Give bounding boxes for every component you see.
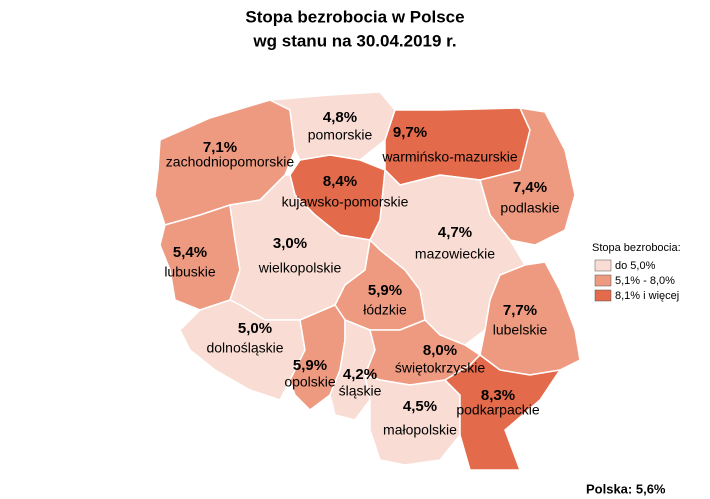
regions [154, 91, 581, 471]
region-name: podlaskie [500, 200, 559, 216]
region-value: 5,9% [293, 357, 327, 374]
title: Stopa bezrobocia w Polsce [245, 7, 464, 26]
region [364, 373, 461, 466]
region-name: dolnośląskie [206, 340, 283, 356]
region-value: 7,7% [503, 302, 537, 319]
region [443, 354, 562, 471]
legend-label: 5,1% - 8,0% [615, 275, 675, 287]
region-name: małopolskie [383, 422, 457, 438]
region-name: zachodniopomorskie [166, 154, 295, 170]
region-value: 5,0% [238, 320, 272, 337]
region-value: 4,8% [323, 109, 357, 126]
region-name: lubelskie [493, 322, 548, 338]
region-name: mazowieckie [415, 246, 495, 262]
legend-label: do 5,0% [615, 260, 656, 272]
region-value: 5,4% [173, 244, 207, 261]
region-name: warmińsko-mazurskie [381, 149, 518, 165]
footer: Polska: 5,6% [586, 481, 666, 496]
region-value: 8,4% [323, 173, 357, 190]
legend-swatch [594, 274, 612, 287]
region-name: opolskie [284, 374, 336, 390]
region-name: lubuskie [164, 264, 216, 280]
legend: Stopa bezrobocia: do 5,0% 5,1% - 8,0% 8,1%… [592, 242, 681, 302]
region-name: kujawsko-pomorskie [282, 194, 409, 210]
region-name: pomorskie [308, 127, 373, 143]
region-value: 8,3% [481, 387, 515, 404]
region-value: 4,5% [403, 398, 437, 415]
region-name: łódzkie [363, 302, 407, 318]
region-value: 7,4% [513, 179, 547, 196]
region-value: 4,7% [438, 224, 472, 241]
region-value: 9,7% [393, 124, 427, 141]
region-value: 3,0% [273, 235, 307, 252]
legend-swatch [594, 289, 612, 302]
labels: 7,1%zachodniopomorskie 4,8%pomorskie 9,7% w… [164, 109, 559, 438]
legend-label: 8,1% i więcej [615, 290, 679, 302]
region-name: świętokrzyskie [395, 360, 485, 376]
region-value: 7,1% [203, 139, 237, 156]
region [479, 107, 576, 246]
subtitle: wg stanu na 30.04.2019 r. [252, 31, 456, 50]
region-value: 8,0% [423, 342, 457, 359]
legend-title: Stopa bezrobocia: [592, 242, 681, 254]
region-name: wielkopolskie [258, 260, 342, 276]
region-name: śląskie [339, 383, 382, 399]
legend-swatch [594, 259, 612, 272]
region-value: 5,9% [368, 282, 402, 299]
region-value: 4,2% [343, 366, 377, 383]
region-name: podkarpackie [456, 402, 539, 418]
